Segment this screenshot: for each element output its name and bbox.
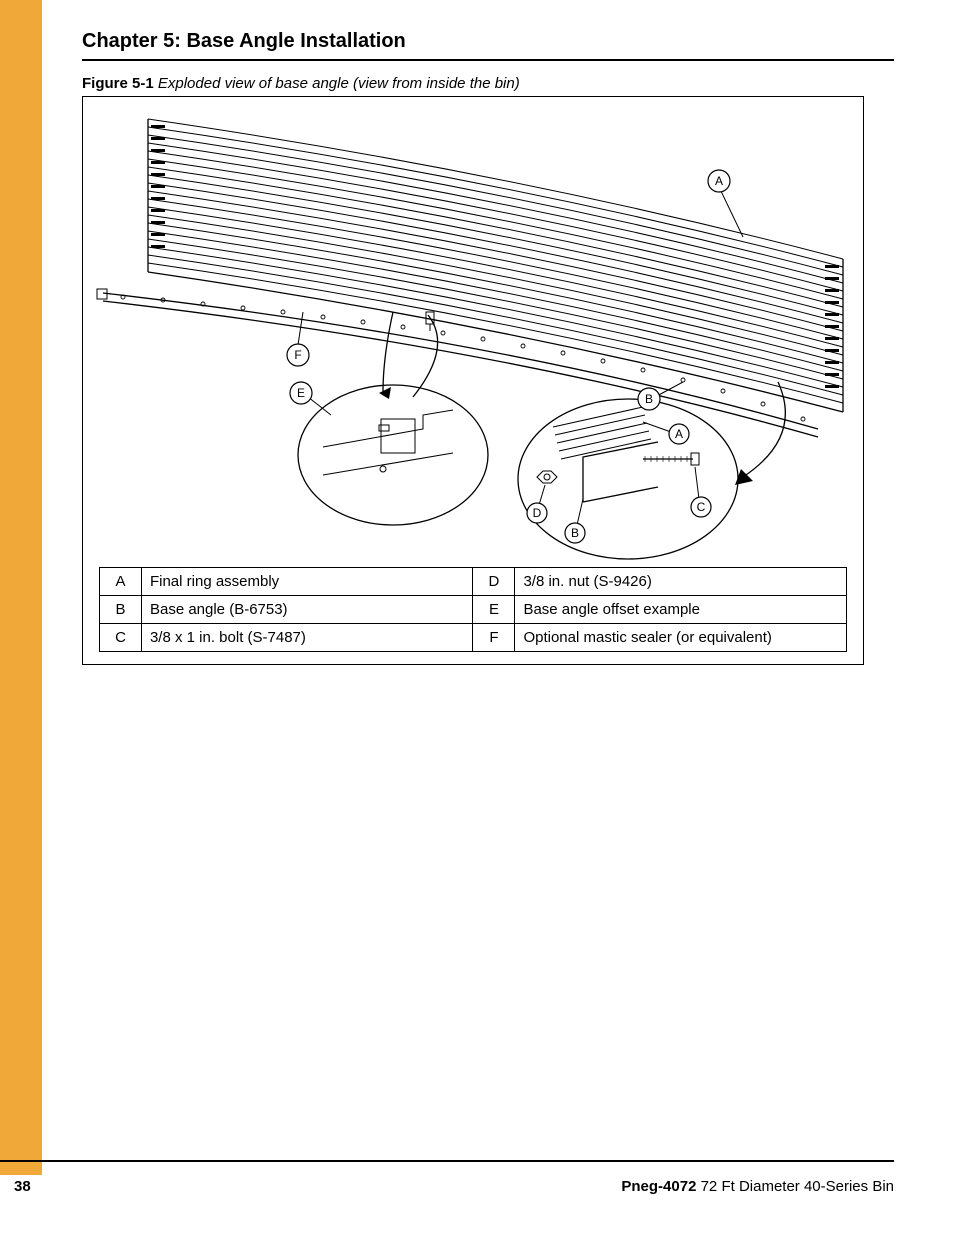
title-rule [82, 59, 894, 61]
svg-text:B: B [645, 392, 653, 406]
callout-a-top: A [708, 170, 743, 237]
legend-desc: Final ring assembly [141, 568, 473, 596]
legend-table: AFinal ring assemblyD3/8 in. nut (S-9426… [99, 567, 847, 652]
detail-bubble-right [518, 399, 738, 559]
svg-text:F: F [294, 348, 301, 362]
base-angle-strip [97, 289, 818, 437]
figure-description: Exploded view of base angle (view from i… [158, 75, 520, 92]
legend-key: B [100, 596, 142, 624]
callout-a-bubble: A [643, 422, 689, 444]
legend-desc: Base angle (B-6753) [141, 596, 473, 624]
exploded-view-diagram: A F E B [83, 97, 863, 567]
figure-caption: Figure 5-1 Exploded view of base angle (… [82, 75, 894, 92]
page-number: 38 [14, 1178, 31, 1195]
figure-box: A F E B [82, 96, 864, 665]
svg-text:A: A [675, 427, 683, 441]
side-stripe [0, 0, 42, 1175]
ring-assembly-graphic [148, 119, 843, 412]
svg-text:C: C [697, 500, 706, 514]
legend-key: E [473, 596, 515, 624]
legend-desc: 3/8 x 1 in. bolt (S-7487) [141, 624, 473, 652]
callout-e: E [290, 382, 331, 415]
legend-row: AFinal ring assemblyD3/8 in. nut (S-9426… [100, 568, 847, 596]
legend-desc: Optional mastic sealer (or equivalent) [515, 624, 847, 652]
legend-row: C3/8 x 1 in. bolt (S-7487)FOptional mast… [100, 624, 847, 652]
legend-row: BBase angle (B-6753)EBase angle offset e… [100, 596, 847, 624]
footer-text: Pneg-4072 72 Ft Diameter 40-Series Bin [621, 1178, 894, 1195]
legend-key: D [473, 568, 515, 596]
svg-text:E: E [297, 386, 305, 400]
figure-label: Figure 5-1 [82, 75, 154, 92]
chapter-title: Chapter 5: Base Angle Installation [82, 30, 894, 59]
svg-text:A: A [715, 174, 723, 188]
legend-key: F [473, 624, 515, 652]
legend-desc: Base angle offset example [515, 596, 847, 624]
legend-key: C [100, 624, 142, 652]
doc-id: Pneg-4072 [621, 1178, 696, 1195]
footer-rule [0, 1160, 894, 1162]
arrow-to-bubble-right [735, 382, 785, 485]
svg-text:D: D [533, 506, 542, 520]
callout-c: C [691, 467, 711, 517]
svg-text:B: B [571, 526, 579, 540]
legend-key: A [100, 568, 142, 596]
legend-desc: 3/8 in. nut (S-9426) [515, 568, 847, 596]
callout-d: D [527, 485, 547, 523]
doc-title: 72 Ft Diameter 40-Series Bin [696, 1178, 894, 1195]
page-content: Chapter 5: Base Angle Installation Figur… [82, 30, 894, 665]
callout-b-bubble: B [565, 499, 585, 543]
detail-bubble-e [298, 385, 488, 525]
